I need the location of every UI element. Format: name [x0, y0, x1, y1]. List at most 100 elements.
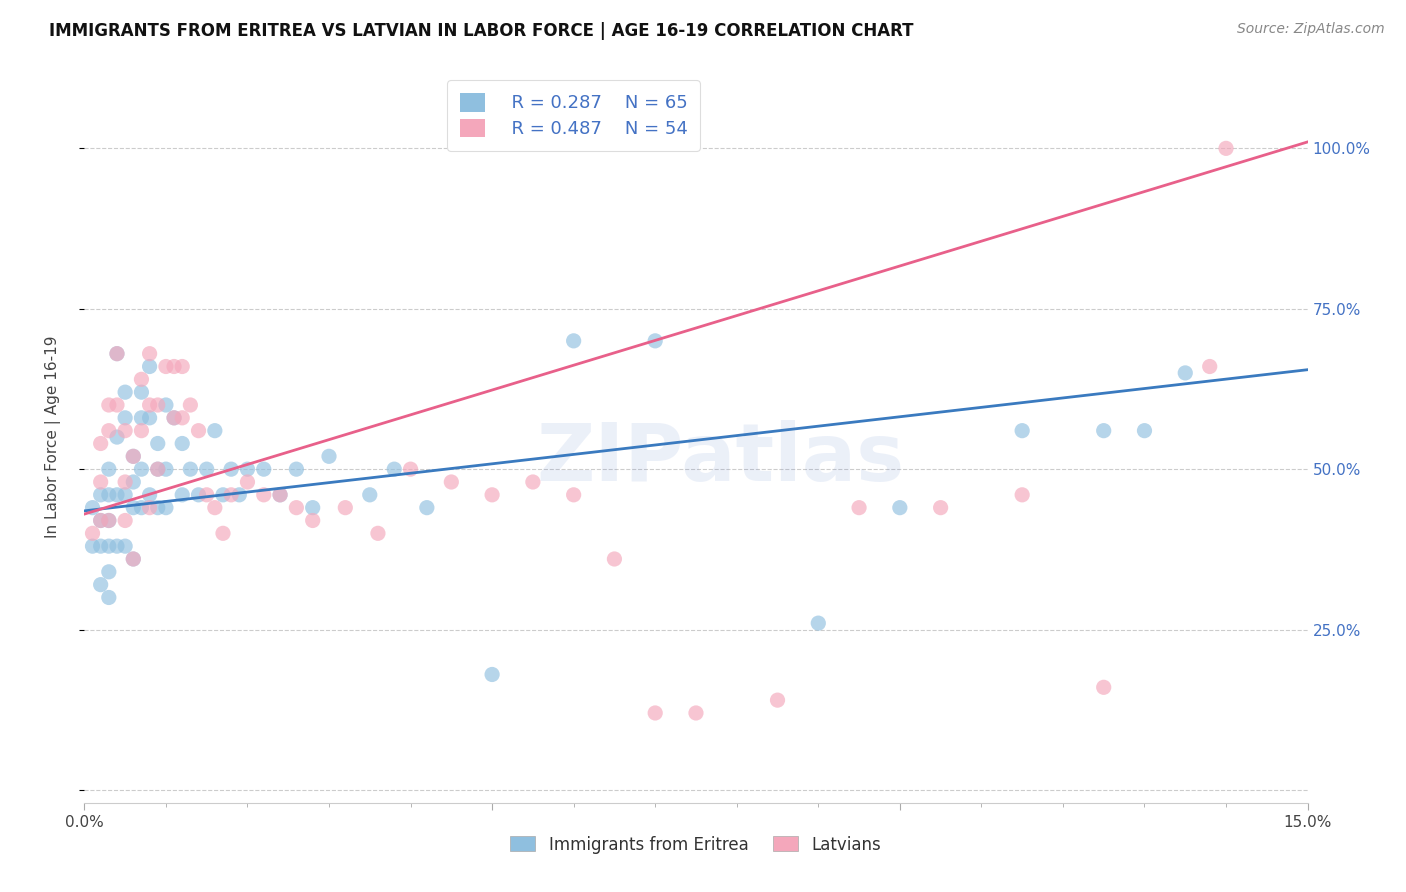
- Point: [90, 577, 112, 591]
- Point: [269, 488, 291, 502]
- Point: [766, 693, 789, 707]
- Point: [105, 430, 128, 444]
- Point: [416, 500, 439, 515]
- Point: [155, 462, 177, 476]
- Point: [97, 514, 120, 528]
- Point: [90, 475, 112, 489]
- Point: [131, 385, 153, 400]
- Point: [114, 475, 136, 489]
- Point: [138, 346, 160, 360]
- Point: [522, 475, 544, 489]
- Point: [301, 514, 323, 528]
- Point: [138, 359, 160, 374]
- Point: [1011, 488, 1033, 502]
- Point: [97, 539, 120, 553]
- Point: [163, 359, 186, 374]
- Text: ZIPatlas: ZIPatlas: [536, 420, 904, 498]
- Point: [131, 424, 153, 438]
- Point: [105, 346, 128, 360]
- Point: [929, 500, 952, 515]
- Point: [212, 488, 235, 502]
- Point: [90, 514, 112, 528]
- Point: [82, 500, 104, 515]
- Point: [146, 500, 169, 515]
- Point: [807, 616, 830, 631]
- Point: [97, 398, 120, 412]
- Point: [131, 372, 153, 386]
- Point: [155, 359, 177, 374]
- Point: [97, 514, 120, 528]
- Point: [90, 436, 112, 450]
- Point: [114, 424, 136, 438]
- Point: [138, 488, 160, 502]
- Point: [204, 424, 226, 438]
- Point: [155, 398, 177, 412]
- Point: [195, 462, 218, 476]
- Point: [122, 552, 145, 566]
- Point: [1198, 359, 1220, 374]
- Point: [172, 410, 194, 425]
- Point: [253, 488, 276, 502]
- Point: [179, 462, 201, 476]
- Point: [219, 462, 242, 476]
- Point: [163, 410, 186, 425]
- Point: [179, 398, 201, 412]
- Y-axis label: In Labor Force | Age 16-19: In Labor Force | Age 16-19: [45, 335, 60, 539]
- Point: [848, 500, 870, 515]
- Point: [236, 475, 259, 489]
- Point: [146, 398, 169, 412]
- Point: [889, 500, 911, 515]
- Point: [146, 436, 169, 450]
- Point: [359, 488, 381, 502]
- Point: [97, 591, 120, 605]
- Point: [440, 475, 463, 489]
- Point: [685, 706, 707, 720]
- Point: [481, 667, 503, 681]
- Point: [114, 488, 136, 502]
- Point: [122, 450, 145, 464]
- Text: Source: ZipAtlas.com: Source: ZipAtlas.com: [1237, 22, 1385, 37]
- Point: [253, 462, 276, 476]
- Point: [122, 450, 145, 464]
- Point: [335, 500, 357, 515]
- Point: [399, 462, 422, 476]
- Point: [187, 488, 209, 502]
- Point: [382, 462, 405, 476]
- Point: [318, 450, 340, 464]
- Point: [114, 514, 136, 528]
- Point: [195, 488, 218, 502]
- Point: [562, 334, 585, 348]
- Point: [90, 539, 112, 553]
- Point: [90, 514, 112, 528]
- Point: [481, 488, 503, 502]
- Point: [236, 462, 259, 476]
- Point: [187, 424, 209, 438]
- Point: [146, 462, 169, 476]
- Point: [603, 552, 626, 566]
- Point: [82, 539, 104, 553]
- Point: [105, 346, 128, 360]
- Point: [228, 488, 250, 502]
- Point: [97, 462, 120, 476]
- Point: [97, 565, 120, 579]
- Point: [301, 500, 323, 515]
- Point: [562, 488, 585, 502]
- Point: [1092, 424, 1115, 438]
- Point: [172, 359, 194, 374]
- Point: [1092, 681, 1115, 695]
- Point: [1215, 141, 1237, 155]
- Point: [285, 462, 308, 476]
- Point: [138, 500, 160, 515]
- Text: IMMIGRANTS FROM ERITREA VS LATVIAN IN LABOR FORCE | AGE 16-19 CORRELATION CHART: IMMIGRANTS FROM ERITREA VS LATVIAN IN LA…: [49, 22, 914, 40]
- Point: [114, 410, 136, 425]
- Point: [122, 475, 145, 489]
- Point: [131, 500, 153, 515]
- Point: [644, 706, 666, 720]
- Point: [204, 500, 226, 515]
- Point: [138, 398, 160, 412]
- Point: [172, 488, 194, 502]
- Point: [269, 488, 291, 502]
- Point: [219, 488, 242, 502]
- Point: [122, 500, 145, 515]
- Point: [367, 526, 389, 541]
